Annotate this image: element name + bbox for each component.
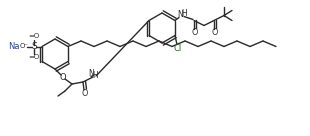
- Text: H: H: [92, 70, 98, 80]
- Text: O: O: [212, 28, 218, 37]
- Text: O: O: [192, 28, 198, 37]
- Text: =O: =O: [29, 54, 40, 60]
- Text: O: O: [82, 89, 88, 98]
- Text: H: H: [181, 8, 187, 18]
- Text: O: O: [60, 72, 66, 81]
- Text: =O: =O: [29, 33, 40, 39]
- Text: S: S: [31, 42, 37, 51]
- Text: N: N: [88, 69, 94, 78]
- Text: N: N: [177, 10, 183, 19]
- Text: O⁻: O⁻: [20, 44, 29, 50]
- Text: Na: Na: [8, 42, 20, 51]
- Text: Cl: Cl: [174, 44, 182, 53]
